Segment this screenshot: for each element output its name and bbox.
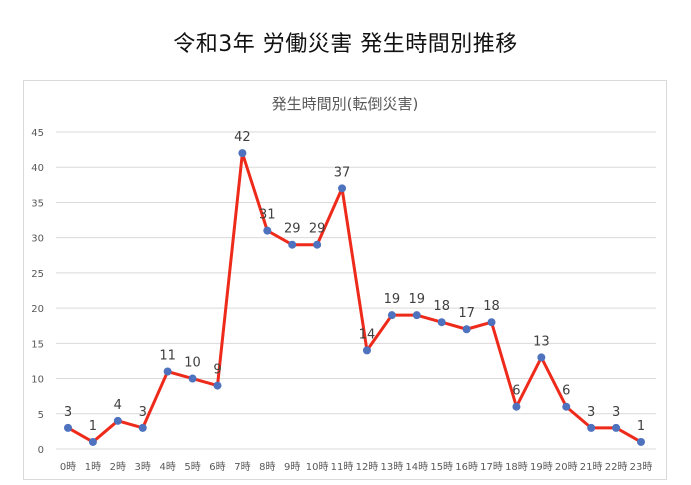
data-point [288,240,297,249]
data-label: 19 [384,292,401,307]
data-point [512,402,521,411]
data-point [163,367,172,376]
x-tick-label: 4時 [159,461,175,473]
data-point [387,311,396,320]
x-tick-label: 5時 [184,461,200,473]
data-label: 18 [433,299,450,314]
x-tick-label: 7時 [234,461,250,473]
y-tick-label: 45 [31,128,44,139]
data-point [64,423,72,432]
data-label: 3 [587,405,595,420]
data-label: 31 [259,208,276,223]
y-tick-label: 15 [31,339,44,350]
data-label: 17 [458,306,475,321]
y-tick-label: 10 [31,375,44,386]
x-tick-label: 19時 [530,461,553,473]
y-tick-label: 35 [31,198,44,209]
x-tick-label: 3時 [135,461,151,473]
x-tick-label: 15時 [430,461,453,473]
data-label: 1 [637,419,645,434]
data-point [188,374,197,383]
x-tick-label: 22時 [605,461,628,473]
x-tick-label: 6時 [209,461,225,473]
x-tick-label: 1時 [85,461,101,473]
data-point [562,402,571,411]
x-tick-label: 21時 [580,461,603,473]
line-chart: 0 5 10 15 20 25 30 35 40 45 0時 1時 2時 3時 4時 5時 6時 7時 8時 9時 10… [31,128,656,473]
y-tick-label: 0 [38,445,44,456]
x-tick-label: 16時 [455,461,478,473]
data-point [138,423,147,432]
data-label: 29 [309,222,326,237]
x-tick-label: 9時 [284,461,300,473]
data-label: 4 [114,398,122,413]
data-label: 14 [359,327,376,342]
data-label: 3 [139,405,147,420]
data-label: 29 [284,222,301,237]
data-point [612,423,621,432]
data-label: 1 [89,419,97,434]
data-label: 19 [409,292,426,307]
x-tick-label: 12時 [356,461,379,473]
x-tick-label: 18時 [505,461,528,473]
y-tick-label: 5 [38,410,44,421]
x-tick-label: 10時 [306,461,329,473]
x-tick-label: 8時 [259,461,275,473]
y-tick-label: 40 [31,163,44,174]
data-label: 42 [234,130,251,145]
data-point [487,318,496,327]
x-tick-label: 11時 [331,461,354,473]
series-line [67,151,642,444]
data-point [587,423,596,432]
x-tick-label: 0時 [60,461,76,473]
chart-container: 発生時間別(転倒災害) 0 5 10 15 20 25 30 35 40 45 0時 1時 2時 3時 4時… [23,80,667,480]
data-label: 6 [562,384,570,399]
x-tick-label: 20時 [555,461,578,473]
data-point [88,437,97,446]
chart-title: 発生時間別(転倒災害) [271,95,419,113]
data-point [362,346,371,355]
data-point [113,416,122,425]
data-label: 6 [512,384,520,399]
data-label: 11 [159,349,176,364]
data-point [313,240,322,249]
data-point [462,325,471,334]
data-label: 13 [533,334,550,349]
data-point [537,353,546,362]
data-point [238,149,247,158]
data-point [437,318,446,327]
x-tick-label: 2時 [110,461,126,473]
data-point [338,184,347,193]
x-tick-label: 23時 [630,461,653,473]
x-tick-label: 17時 [480,461,503,473]
y-tick-label: 30 [31,234,44,245]
data-label: 10 [184,356,201,371]
data-point [637,437,645,446]
data-label: 3 [64,405,72,420]
page-title: 令和3年 労働災害 発生時間別推移 [173,32,518,57]
x-tick-label: 14時 [405,461,428,473]
data-label: 9 [213,363,221,378]
x-tick-label: 13時 [381,461,404,473]
data-label: 3 [612,405,620,420]
data-point [412,311,421,320]
data-label: 37 [334,165,351,180]
data-point [213,381,222,390]
y-tick-label: 20 [31,304,44,315]
data-point [263,226,272,235]
data-label: 18 [483,299,500,314]
y-tick-label: 25 [31,269,44,280]
